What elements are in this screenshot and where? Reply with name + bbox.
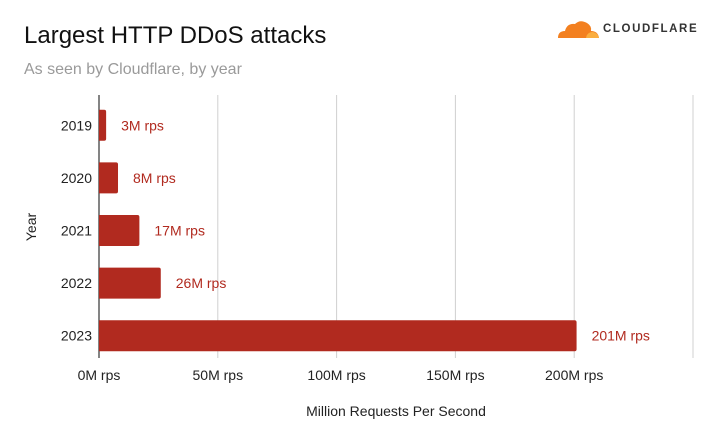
x-tick-label: 100M rps xyxy=(307,367,365,383)
chart-title: Largest HTTP DDoS attacks xyxy=(24,22,327,49)
x-tick-label: 200M rps xyxy=(545,367,603,383)
y-tick-label: 2019 xyxy=(61,117,92,133)
cloudflare-logo: CLOUDFLARE xyxy=(556,18,698,40)
x-tick-label: 150M rps xyxy=(426,367,484,383)
y-tick-label: 2022 xyxy=(61,275,92,291)
x-tick-label: 0M rps xyxy=(78,367,121,383)
logo-text: CLOUDFLARE xyxy=(603,23,699,35)
y-tick-label: 2021 xyxy=(61,223,92,239)
data-label: 201M rps xyxy=(592,328,650,344)
x-tick-label: 50M rps xyxy=(193,367,244,383)
bar-2022 xyxy=(99,267,161,299)
data-label: 26M rps xyxy=(176,275,227,291)
cloud-icon xyxy=(558,21,599,38)
data-label: 3M rps xyxy=(121,117,164,133)
bar-2020 xyxy=(99,162,119,194)
bar-2021 xyxy=(99,215,140,246)
bar-2019 xyxy=(99,109,107,141)
y-tick-label: 2020 xyxy=(61,170,92,186)
chart-subtitle: As seen by Cloudflare, by year xyxy=(24,61,242,78)
y-tick-label: 2023 xyxy=(61,328,92,344)
x-axis-label: Million Requests Per Second xyxy=(306,403,486,419)
bar-2023 xyxy=(99,320,577,352)
data-label: 17M rps xyxy=(154,223,205,239)
data-label: 8M rps xyxy=(133,170,176,186)
y-axis-label: Year xyxy=(23,213,39,242)
